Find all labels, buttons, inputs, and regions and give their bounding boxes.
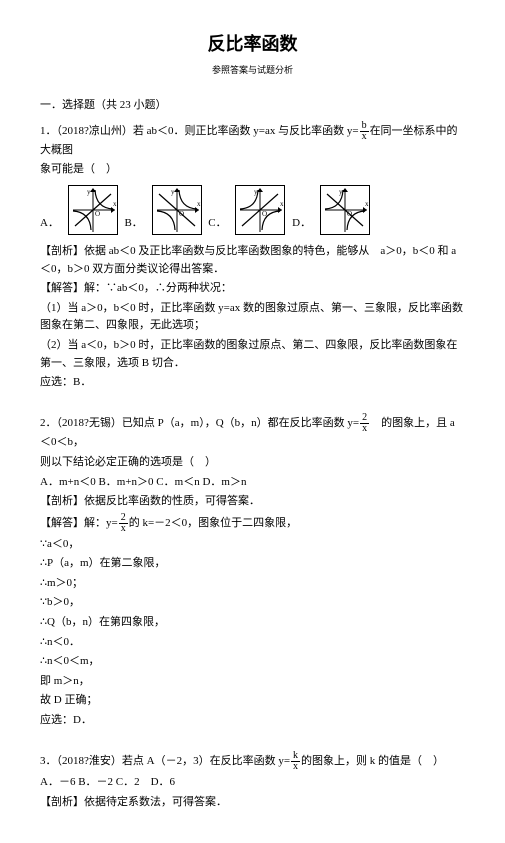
q2-stem-c: 则以下结论必定正确的选项是（ ） — [40, 454, 465, 472]
q2-frac-den: x — [360, 424, 369, 434]
svg-text:y: y — [87, 188, 91, 196]
q1-labelA: A． — [40, 215, 59, 235]
q3-analysis: 【剖析】依据待定系数法，可得答案． — [40, 794, 465, 812]
svg-text:x: x — [365, 200, 369, 208]
q2-s9: 故 D 正确； — [40, 692, 465, 710]
q2-s6: ∴n＜0． — [40, 634, 465, 652]
q1-solve-head: 【解答】解：∵ab＜0，∴分两种状况： — [40, 280, 465, 298]
q2-s2: ∴P（a，m）在第二象限， — [40, 555, 465, 573]
q1-solve1: （1）当 a＞0，b＜0 时，正比率函数 y=ax 数的图象过原点、第一、三象限… — [40, 300, 465, 335]
q1-graph-c: O x y — [235, 185, 285, 235]
q2-s3: ∴m＞0； — [40, 575, 465, 593]
svg-text:x: x — [197, 200, 201, 208]
q3-fraction: kx — [290, 751, 301, 772]
q1-labelC: C． — [208, 215, 226, 235]
q1-labelB: B． — [124, 215, 142, 235]
q2-s5: ∴Q（b，n）在第四象限， — [40, 614, 465, 632]
q1-stem-c: 象可能是（ ） — [40, 161, 465, 179]
q2-analysis: 【剖析】依据反比率函数的性质，可得答案． — [40, 493, 465, 511]
svg-text:x: x — [113, 200, 117, 208]
q1-fraction: bx — [359, 121, 370, 142]
q2-solve-frac-den: x — [119, 524, 128, 534]
page-title: 反比率函数 — [40, 30, 465, 59]
svg-text:y: y — [171, 188, 175, 196]
q2-s1: ∵a＜0， — [40, 536, 465, 554]
q2-s8: 即 m＞n， — [40, 673, 465, 691]
q2-s7: ∴n＜0＜m， — [40, 653, 465, 671]
q1-analysis: 【剖析】依据 ab＜0 及正比率函数与反比率函数图象的特色，能够从 a＞0，b＜… — [40, 243, 465, 278]
q1-graph-d: O x y — [320, 185, 370, 235]
q1-choices: A． O x y B． O x y C． — [40, 185, 465, 235]
q2-fraction: 2x — [359, 413, 370, 434]
q3-frac-den: x — [291, 762, 300, 772]
q2-solve-a: 【解答】解：y= — [40, 517, 118, 529]
section-heading: 一．选择题（共 23 小题） — [40, 97, 465, 115]
q3-frac-num: k — [291, 751, 300, 762]
svg-text:x: x — [280, 200, 284, 208]
q2-s4: ∵b＞0， — [40, 594, 465, 612]
page-subtitle: 参照答案与试题分析 — [40, 63, 465, 77]
q3-choices: A．－6 B．－2 C．2 D．6 — [40, 774, 465, 792]
q3-stem: 3．（2018?淮安）若点 A（－2，3）在反比率函数 y=kx的图象上，则 k… — [40, 751, 465, 772]
q1-solve2: （2）当 a＜0，b＞0 时，正比率函数的图象过原点、第二、四象限，反比率函数图… — [40, 337, 465, 372]
q3-stem-a: 3．（2018?淮安）若点 A（－2，3）在反比率函数 y= — [40, 755, 290, 767]
q1-graph-a: O x y — [68, 185, 118, 235]
q2-solve-frac: 2x — [118, 513, 129, 534]
q1-answer: 应选：B． — [40, 374, 465, 392]
q2-answer: 应选：D． — [40, 712, 465, 730]
q2-solve: 【解答】解：y=2x的 k=－2＜0，图象位于二四象限， — [40, 513, 465, 534]
q3-stem-b: 的图象上，则 k 的值是（ ） — [301, 755, 444, 767]
q2-choices: A．m+n＜0 B．m+n＞0 C．m＜n D．m＞n — [40, 474, 465, 492]
q2-stem-a: 2．（2018?无锡）已知点 P（a，m），Q（b，n）都在反比率函数 y= — [40, 417, 359, 429]
q1-stem-a: 1．（2018?凉山州）若 ab＜0．则正比率函数 y=ax 与反比率函数 y= — [40, 125, 359, 137]
svg-text:O: O — [95, 210, 100, 218]
q1-frac-den: x — [360, 132, 369, 142]
q1-labelD: D． — [292, 215, 311, 235]
q2-solve-b: 的 k=－2＜0，图象位于二四象限， — [129, 517, 297, 529]
q1-graph-b: O x y — [152, 185, 202, 235]
q2-stem: 2．（2018?无锡）已知点 P（a，m），Q（b，n）都在反比率函数 y=2x… — [40, 413, 465, 452]
q1-stem: 1．（2018?凉山州）若 ab＜0．则正比率函数 y=ax 与反比率函数 y=… — [40, 121, 465, 160]
